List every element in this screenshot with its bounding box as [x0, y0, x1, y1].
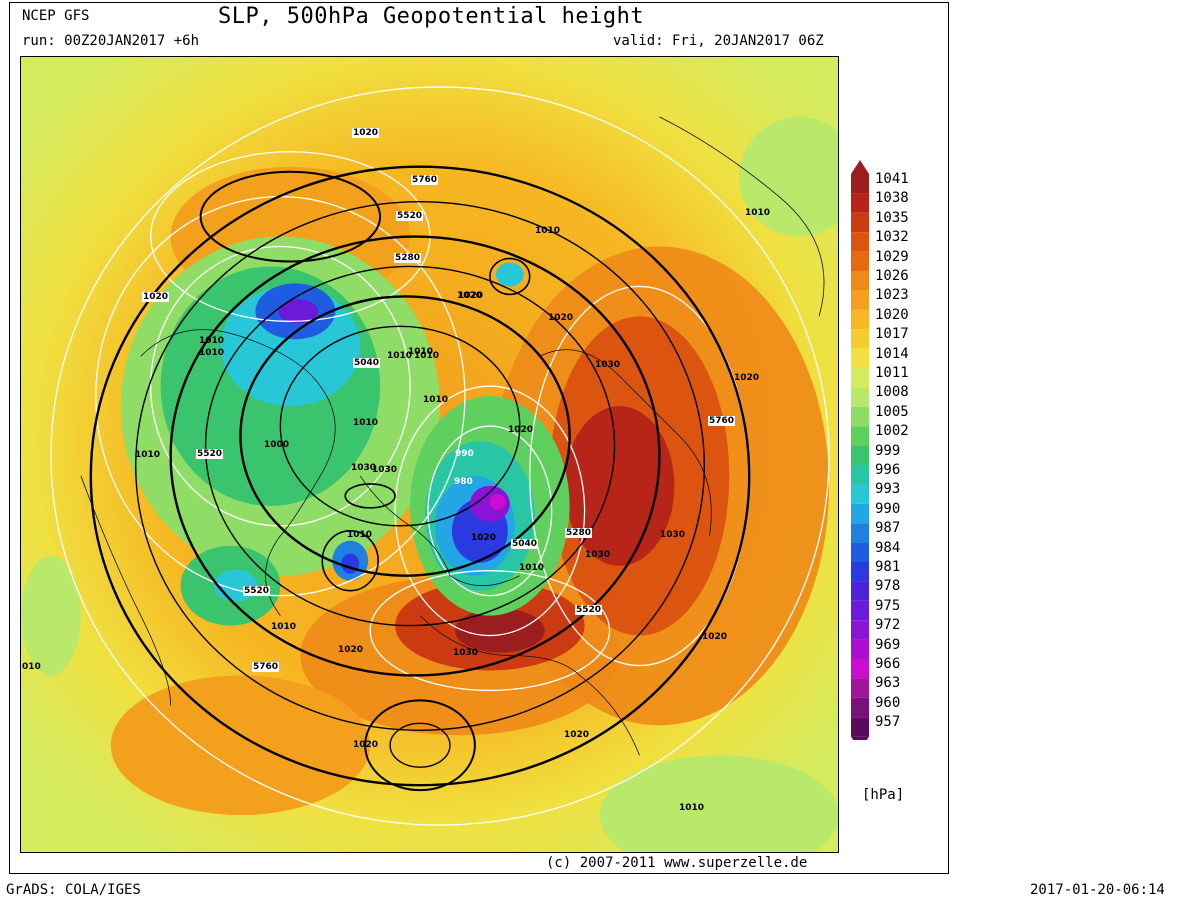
legend-label: 960 — [875, 694, 901, 711]
legend-swatch — [851, 251, 869, 271]
legend-swatch — [851, 212, 869, 233]
legend-swatch — [851, 193, 869, 213]
chart-title: SLP, 500hPa Geopotential height — [218, 4, 645, 29]
coastlines — [80, 116, 825, 756]
render-timestamp: 2017-01-20-06:14 — [1030, 882, 1165, 898]
legend-label: 1038 — [875, 190, 909, 207]
legend-label: 978 — [875, 578, 901, 595]
legend-swatch — [851, 406, 869, 427]
legend-swatch — [851, 542, 869, 562]
legend-swatch — [851, 232, 869, 252]
grads-credit: GrADS: COLA/IGES — [6, 882, 141, 898]
legend-label: 984 — [875, 539, 901, 556]
legend-label: 969 — [875, 636, 901, 653]
legend-swatch — [851, 426, 869, 446]
legend-label: 993 — [875, 481, 901, 498]
legend-label: 975 — [875, 597, 901, 614]
legend-arrow-bottom — [851, 736, 869, 740]
legend-label: 1035 — [875, 209, 909, 226]
legend-label: 981 — [875, 559, 901, 575]
legend-label: 1011 — [875, 365, 909, 381]
legend-swatch — [851, 174, 869, 194]
legend-swatch — [851, 271, 869, 291]
legend-label: 957 — [875, 714, 901, 731]
legend-label: 1014 — [875, 345, 909, 362]
legend-swatch — [851, 659, 869, 679]
legend-label: 996 — [875, 462, 901, 478]
legend-arrow-top — [851, 160, 869, 174]
legend-swatch — [851, 523, 869, 543]
legend-label: 966 — [875, 656, 901, 672]
legend-label: 1026 — [875, 268, 909, 284]
color-legend — [851, 160, 869, 740]
legend-label: 1017 — [875, 326, 909, 343]
legend-label: 1002 — [875, 423, 909, 440]
copyright-credit: (c) 2007-2011 www.superzelle.de — [546, 855, 808, 871]
legend-swatch — [851, 503, 869, 524]
legend-swatch — [851, 600, 869, 621]
legend-label: 1041 — [875, 171, 909, 187]
run-info: run: 00Z20JAN2017 +6h — [22, 33, 200, 49]
legend-swatch — [851, 348, 869, 368]
legend-swatch — [851, 368, 869, 388]
legend-label: 1008 — [875, 384, 909, 401]
legend-swatch — [851, 562, 869, 582]
legend-label: 1023 — [875, 287, 909, 304]
legend-label: 963 — [875, 675, 901, 692]
legend-swatch — [851, 678, 869, 698]
pressure-field-low — [21, 116, 838, 852]
legend-swatch — [851, 387, 869, 407]
legend-label: 1005 — [875, 403, 909, 420]
legend-swatch — [851, 697, 869, 718]
valid-time: valid: Fri, 20JAN2017 06Z — [613, 33, 824, 49]
legend-swatch — [851, 290, 869, 310]
legend-label: 999 — [875, 442, 901, 459]
legend-swatch — [851, 484, 869, 504]
legend-swatch — [851, 445, 869, 465]
legend-swatch — [851, 465, 869, 485]
weather-map — [20, 56, 839, 853]
legend-swatch — [851, 329, 869, 349]
legend-label: 990 — [875, 500, 901, 517]
legend-swatch — [851, 309, 869, 330]
model-name: NCEP GFS — [22, 8, 90, 24]
legend-swatch — [851, 620, 869, 640]
legend-label: 1020 — [875, 306, 909, 323]
legend-label: 972 — [875, 617, 901, 634]
legend-unit: [hPa] — [862, 787, 905, 803]
legend-swatch — [851, 581, 869, 601]
legend-label: 1029 — [875, 248, 909, 265]
legend-label: 987 — [875, 520, 901, 537]
height-contours — [89, 165, 751, 792]
legend-swatch — [851, 717, 869, 737]
pressure-field-high-inner — [395, 316, 730, 671]
legend-label: 1032 — [875, 229, 909, 246]
legend-swatch — [851, 639, 869, 659]
legend-color-bar — [851, 160, 869, 740]
